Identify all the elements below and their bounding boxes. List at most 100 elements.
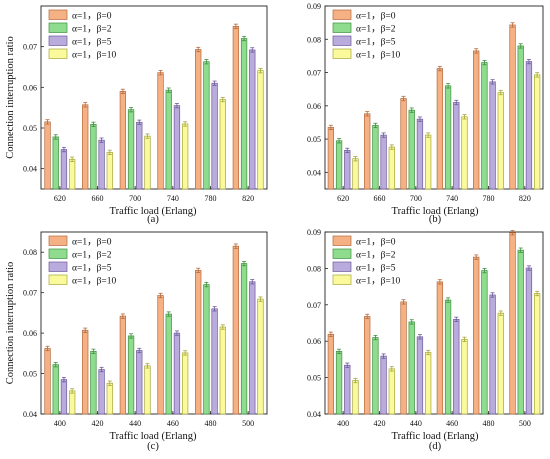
x-tick-label: 780	[483, 194, 495, 203]
x-tick-label: 620	[337, 194, 349, 203]
bar-3-480	[211, 308, 218, 415]
legend-swatch-2	[48, 248, 68, 259]
x-axis-label: Traffic load (Erlang)	[392, 431, 479, 442]
legend-swatch-4	[48, 48, 68, 59]
bar-3-780	[211, 82, 218, 190]
bar-1-500	[509, 232, 516, 415]
y-axis-label: Connection interruption ratio	[5, 262, 16, 384]
x-tick-label: 460	[167, 419, 179, 428]
y-tick-label: 0.07	[307, 69, 321, 78]
legend-label-1: α=1，β=0	[356, 12, 396, 22]
bar-1-820	[509, 24, 516, 190]
bar-1-620	[44, 121, 51, 190]
x-tick-label: 480	[205, 419, 217, 428]
y-tick-label: 0.06	[307, 337, 321, 346]
panel-label: (b)	[429, 214, 442, 225]
x-tick-label: 700	[410, 194, 422, 203]
legend-swatch-1	[48, 235, 68, 246]
y-tick-label: 0.09	[307, 2, 321, 11]
legend-label-1: α=1，β=0	[72, 238, 112, 248]
y-tick-label: 0.07	[307, 301, 321, 310]
bar-4-620	[68, 158, 76, 190]
bar-1-620	[327, 127, 335, 190]
x-tick-label: 740	[167, 194, 179, 203]
legend-swatch-1	[332, 9, 352, 20]
chart-panel-4: 0.04 0.05 0.06 0.07 0.08 0.09 400 420 440 460 480 5…	[307, 228, 544, 452]
bar-2-440	[408, 321, 415, 415]
bar-3-820	[525, 61, 533, 190]
bar-4-420	[106, 382, 113, 415]
bar-4-740	[461, 116, 468, 190]
bar-1-820	[232, 25, 240, 190]
bar-4-420	[388, 368, 395, 415]
bar-2-620	[52, 136, 59, 190]
x-axis-label: Traffic load (Erlang)	[110, 431, 197, 442]
bar-2-460	[165, 313, 172, 415]
y-tick-label: 0.08	[307, 264, 321, 273]
legend-label-4: α=1，β=10	[356, 51, 401, 61]
y-tick-label: 0.08	[23, 248, 37, 257]
bar-4-820	[257, 70, 264, 190]
bar-4-660	[388, 146, 395, 190]
y-tick-label: 0.08	[307, 35, 321, 44]
plot-frame	[324, 5, 544, 190]
x-tick-label: 400	[54, 419, 66, 428]
bar-2-700	[127, 109, 135, 190]
y-tick-label: 0.05	[23, 370, 37, 379]
legend-swatch-2	[332, 22, 352, 33]
bar-1-420	[82, 329, 89, 415]
bar-2-740	[165, 89, 172, 190]
y-tick-label: 0.09	[307, 228, 321, 237]
bar-4-500	[257, 298, 264, 415]
bar-1-480	[473, 256, 480, 415]
bar-4-700	[424, 134, 432, 190]
bar-2-480	[203, 284, 210, 415]
legend-swatch-2	[332, 248, 352, 259]
y-tick-label: 0.04	[23, 165, 37, 174]
legend-swatch-3	[332, 35, 352, 46]
y-tick-label: 0.04	[23, 410, 37, 419]
bar-1-660	[364, 113, 371, 190]
bar-3-400	[60, 379, 68, 415]
bar-3-420	[98, 369, 105, 415]
bar-1-480	[195, 270, 202, 415]
bar-3-440	[136, 350, 143, 415]
bar-2-500	[240, 263, 248, 415]
bar-4-400	[352, 380, 359, 415]
legend-label-4: α=1，β=10	[72, 277, 117, 287]
bar-2-420	[90, 350, 97, 415]
y-axis-label: Connection interruption ratio	[5, 36, 16, 158]
legend-label-4: α=1，β=10	[72, 51, 117, 61]
bar-3-400	[344, 364, 351, 415]
legend-label-4: α=1，β=10	[356, 277, 401, 287]
x-tick-label: 460	[446, 419, 458, 428]
bar-2-420	[372, 337, 379, 415]
bar-1-420	[364, 316, 371, 415]
legend-label-1: α=1，β=0	[72, 12, 112, 22]
bar-4-780	[219, 99, 226, 190]
x-tick-label: 500	[519, 419, 531, 428]
bar-2-660	[372, 125, 379, 190]
bar-4-440	[144, 365, 151, 415]
bar-3-480	[489, 294, 496, 415]
x-tick-label: 500	[242, 419, 254, 428]
bar-2-460	[444, 299, 452, 415]
bar-3-460	[173, 332, 181, 415]
legend-swatch-4	[48, 274, 68, 285]
legend-label-1: α=1，β=0	[356, 238, 396, 248]
bar-3-620	[60, 149, 68, 190]
chart-panel-2: 0.04 0.05 0.06 0.07 0.08 0.09 620 660 700 740 780 8…	[307, 2, 544, 225]
bar-3-440	[416, 336, 424, 415]
x-axis-label: Traffic load (Erlang)	[110, 206, 197, 217]
bar-1-740	[436, 68, 444, 190]
legend-swatch-3	[48, 35, 68, 46]
x-tick-label: 740	[446, 194, 458, 203]
panel-label: (d)	[429, 441, 442, 452]
legend-swatch-2	[48, 22, 68, 33]
legend-swatch-1	[48, 9, 68, 20]
x-tick-label: 820	[242, 194, 254, 203]
bar-3-780	[489, 81, 496, 190]
bar-1-460	[436, 281, 444, 415]
bar-3-500	[249, 281, 256, 415]
bar-2-660	[90, 123, 97, 190]
